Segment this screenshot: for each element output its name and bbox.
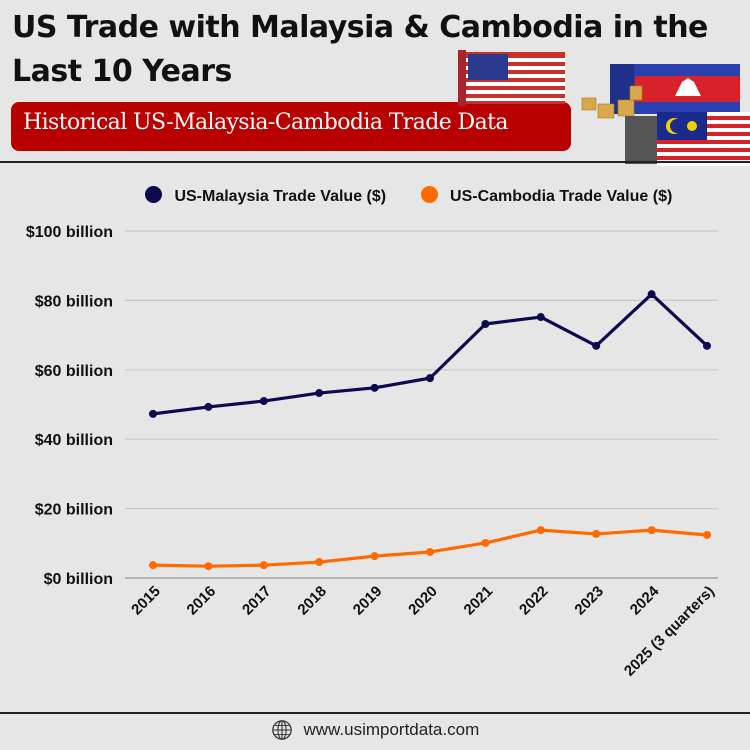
- y-tick-label: $100 billion: [26, 224, 113, 241]
- data-point: [536, 526, 545, 535]
- data-point: [259, 561, 268, 570]
- header-divider: [0, 161, 750, 163]
- us-flag-container-icon: [458, 50, 565, 106]
- legend-item-malaysia: US-Malaysia Trade Value ($): [145, 186, 386, 206]
- data-point: [426, 547, 434, 556]
- data-point: [315, 389, 324, 398]
- x-tick-label: 2016: [184, 583, 220, 619]
- subtitle-banner: Historical US-Malaysia-Cambodia Trade Da…: [11, 102, 571, 151]
- y-tick-label: $60 billion: [35, 363, 113, 380]
- y-tick-label: $0 billion: [44, 571, 113, 588]
- data-point: [592, 529, 601, 538]
- x-tick-label: 2024: [627, 582, 663, 618]
- shipping-containers-illustration: [458, 50, 750, 166]
- footer: www.usimportdata.com: [0, 719, 750, 741]
- data-point: [370, 552, 379, 561]
- data-point: [149, 561, 157, 570]
- data-point: [149, 409, 157, 418]
- y-tick-label: $20 billion: [35, 502, 113, 519]
- data-point: [647, 526, 656, 535]
- data-point: [259, 397, 268, 406]
- y-tick-label: $80 billion: [35, 293, 113, 310]
- data-point: [481, 319, 490, 328]
- footer-divider: [0, 712, 750, 714]
- data-point: [426, 374, 434, 383]
- series-line: [152, 292, 709, 416]
- data-point: [703, 530, 711, 539]
- data-point: [204, 562, 213, 571]
- legend-label-cambodia: US-Cambodia Trade Value ($): [450, 188, 673, 205]
- line-chart: $0 billion $20 billion $40 billion $60 bill…: [26, 224, 718, 680]
- data-point: [703, 341, 711, 350]
- malaysia-flag-container-icon: [625, 112, 750, 166]
- x-tick-label: 2019: [350, 583, 386, 619]
- x-tick-label: 2022: [516, 583, 552, 619]
- page-title: US Trade with Malaysia & Cambodia in the…: [12, 10, 708, 89]
- legend-item-cambodia: US-Cambodia Trade Value ($): [420, 186, 673, 206]
- chart-legend: US-Malaysia Trade Value ($) US-Cambodia …: [145, 186, 702, 206]
- subtitle-text: Historical US-Malaysia-Cambodia Trade Da…: [23, 110, 508, 135]
- data-point: [315, 558, 324, 567]
- data-point: [592, 341, 601, 350]
- globe-icon: [271, 720, 292, 740]
- malaysia-dot-icon: [145, 186, 162, 203]
- y-tick-label: $40 billion: [35, 432, 113, 449]
- data-point: [370, 383, 379, 392]
- legend-label-malaysia: US-Malaysia Trade Value ($): [174, 188, 387, 205]
- website-url: www.usimportdata.com: [303, 720, 480, 739]
- x-tick-label: 2023: [571, 583, 607, 619]
- x-tick-label: 2017: [239, 583, 275, 619]
- data-point: [536, 313, 545, 322]
- cambodia-dot-icon: [420, 186, 438, 203]
- x-tick-label: 2015: [128, 583, 164, 619]
- x-tick-label: 2021: [461, 583, 497, 619]
- cargo-boxes-icon: [581, 85, 643, 119]
- data-point: [481, 538, 490, 547]
- data-point: [204, 402, 213, 411]
- x-tick-label: 2018: [294, 583, 330, 619]
- x-tick-label: 2020: [405, 583, 441, 619]
- data-point: [647, 290, 656, 299]
